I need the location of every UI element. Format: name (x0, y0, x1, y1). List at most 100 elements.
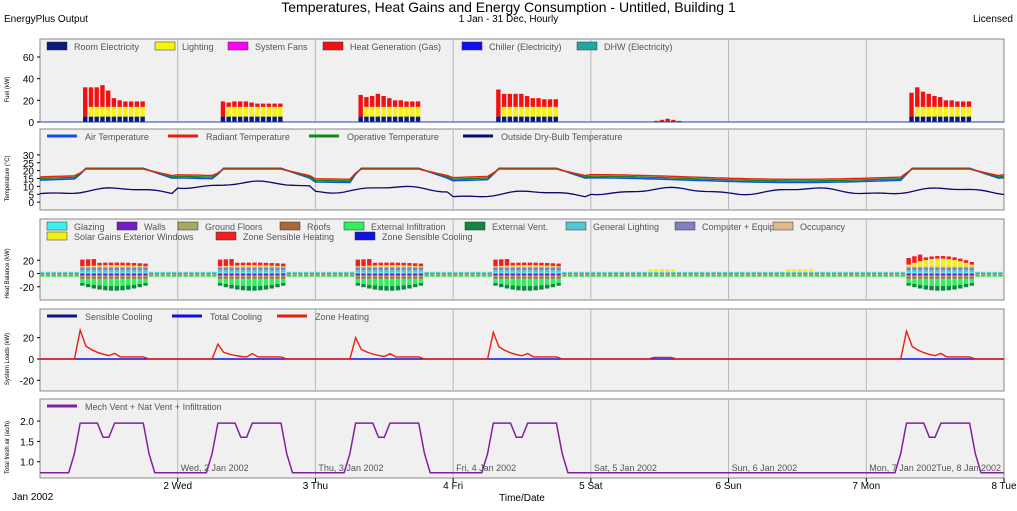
heat-balance-bar (694, 273, 699, 275)
heat-balance-bar (923, 272, 929, 274)
heat-balance-bar (120, 266, 125, 268)
heat-balance-bar (763, 272, 768, 274)
y-tick-label: -20 (20, 376, 35, 387)
heat-balance-bar (981, 273, 986, 275)
heat-balance-bar (665, 275, 670, 277)
heat-balance-bar (510, 262, 515, 266)
heat-balance-bar (200, 274, 206, 276)
heat-balance-bar (303, 275, 309, 277)
heat-balance-bar (808, 275, 814, 277)
heat-balance-bar (573, 275, 579, 277)
heat-balance-bar (372, 276, 378, 279)
fuel-bar (128, 116, 134, 122)
heat-balance-bar (149, 271, 154, 273)
heat-balance-bar (194, 274, 200, 276)
heat-balance-bar (613, 275, 619, 277)
heat-balance-bar (395, 275, 401, 277)
heat-balance-bar (785, 273, 791, 275)
heat-balance-bar (229, 272, 234, 274)
heat-balance-bar (958, 278, 963, 285)
heat-balance-bar (671, 269, 676, 272)
heat-balance-bar (407, 263, 412, 266)
heat-balance-bar (401, 278, 406, 286)
heat-balance-bar (556, 276, 561, 279)
heat-balance-bar (258, 265, 263, 267)
heat-balance-bar (80, 275, 85, 277)
heat-balance-bar (837, 275, 842, 277)
heat-balance-bar (315, 274, 320, 275)
heat-balance-bar (183, 271, 188, 273)
heat-balance-bar (533, 272, 538, 274)
heat-balance-bar (757, 272, 762, 274)
fuel-bar (932, 106, 937, 117)
heat-balance-bar (929, 256, 934, 260)
heat-balance-bar (883, 272, 888, 274)
legend-label: Operative Temperature (347, 132, 439, 142)
heat-balance-bar (648, 272, 653, 274)
fuel-bar (404, 106, 409, 117)
heat-balance-bar (321, 275, 326, 277)
heat-balance-bar (45, 272, 51, 274)
heat-balance-bar (631, 272, 636, 274)
heat-balance-bar (401, 267, 406, 271)
fuel-bar (232, 101, 237, 107)
heat-balance-bar (946, 270, 952, 273)
heat-balance-bar (653, 274, 659, 276)
heat-balance-bar (676, 273, 682, 275)
heat-balance-bar (717, 273, 722, 275)
fuel-bar (536, 106, 541, 117)
heat-balance-bar (212, 274, 217, 275)
heat-balance-bar (177, 274, 183, 275)
heat-balance-bar (866, 275, 871, 277)
heat-balance-bar (355, 267, 360, 271)
heat-balance-bar (751, 275, 756, 277)
heat-balance-bar (229, 275, 234, 277)
heat-balance-bar (653, 272, 659, 274)
heat-balance-bar (355, 278, 360, 284)
heat-balance-bar (183, 274, 188, 275)
heat-balance-bar (539, 285, 544, 290)
fuel-bar (381, 96, 386, 107)
fuel-bar (513, 116, 518, 122)
heat-balance-bar (217, 276, 223, 279)
heat-balance-bar (883, 275, 888, 277)
heat-balance-bar (952, 273, 957, 276)
y-tick-label: 10 (23, 182, 35, 193)
fuel-bar (536, 116, 541, 122)
heat-balance-bar (533, 270, 538, 273)
heat-balance-bar (91, 266, 97, 268)
heat-balance-bar (447, 274, 452, 276)
heat-balance-bar (510, 275, 515, 277)
heat-balance-bar (418, 273, 424, 276)
heat-balance-bar (596, 274, 601, 275)
heat-balance-bar (757, 275, 762, 277)
heat-balance-bar (223, 278, 229, 284)
fuel-bar (932, 96, 937, 107)
heat-balance-bar (625, 271, 630, 273)
heat-balance-bar (562, 275, 567, 277)
heat-balance-bar (103, 267, 108, 271)
fuel-bar (671, 119, 676, 122)
heat-balance-bar (390, 276, 395, 279)
heat-balance-bar (476, 274, 481, 275)
heat-balance-bar (395, 276, 401, 279)
heat-balance-bar (780, 274, 785, 276)
fuel-bar (536, 98, 541, 107)
heat-balance-bar (757, 274, 762, 276)
heat-balance-bar (435, 271, 441, 273)
outside-temp-line (39, 180, 1005, 198)
heat-balance-bar (275, 270, 280, 273)
heat-balance-bar (694, 271, 699, 273)
heat-balance-bar (533, 278, 538, 286)
heat-balance-bar (126, 272, 131, 274)
fuel-bar (94, 87, 99, 107)
heat-balance-bar (682, 274, 688, 275)
heat-balance-bar (682, 273, 688, 275)
heat-balance-bar (682, 274, 688, 276)
heat-balance-bar (74, 271, 79, 273)
heat-balance-bar (780, 271, 785, 273)
heat-balance-bar (860, 274, 865, 275)
heat-balance-bar (872, 275, 877, 277)
heat-balance-bar (981, 274, 986, 276)
x-tick-label: 3 Thu (303, 481, 328, 492)
